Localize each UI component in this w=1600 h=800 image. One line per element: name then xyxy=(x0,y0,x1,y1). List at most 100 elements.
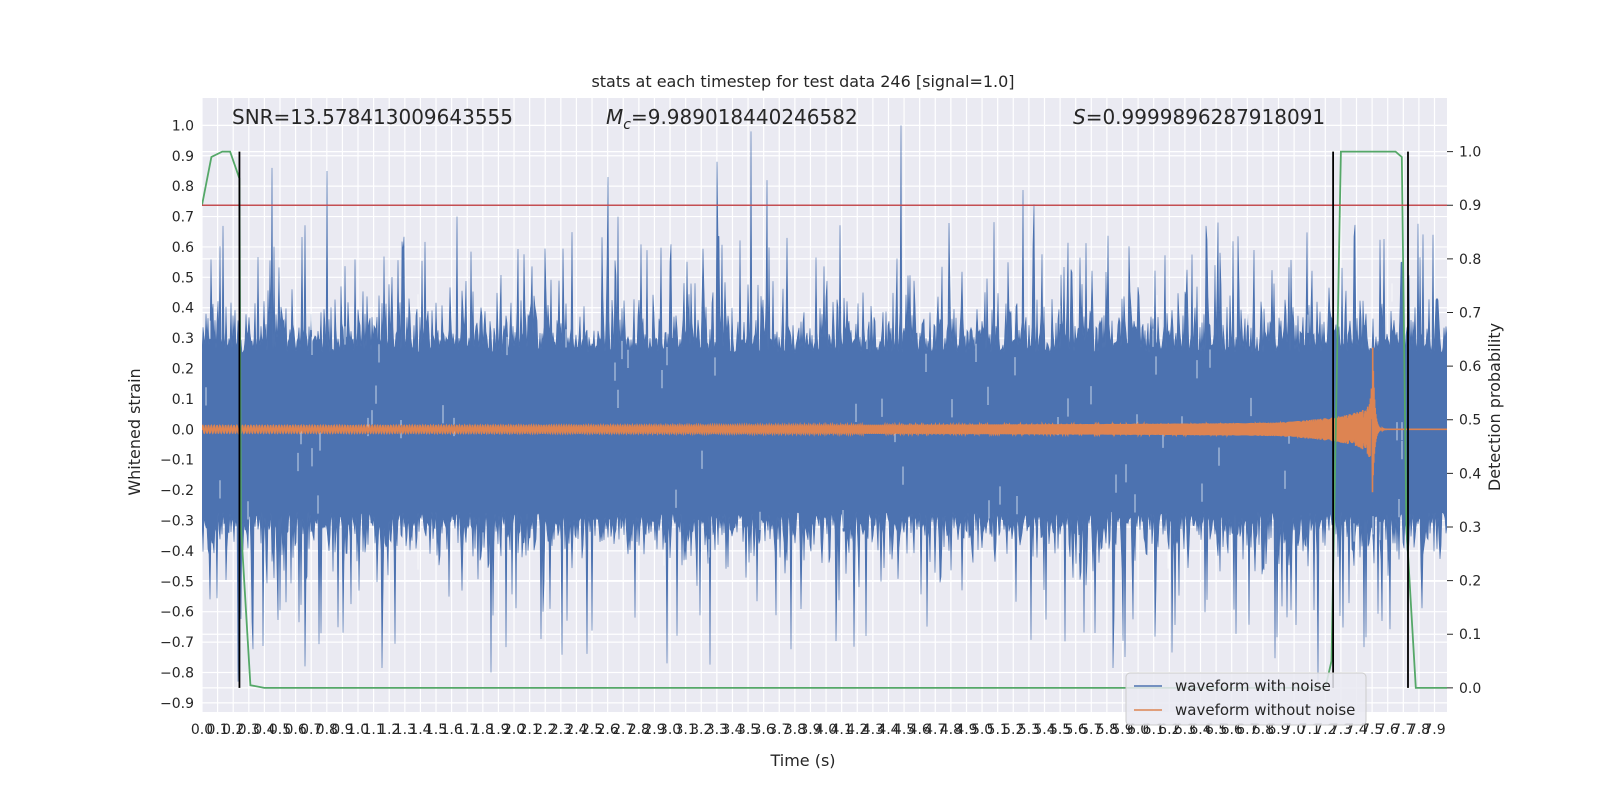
chirp-mass-symbol: M xyxy=(606,105,623,129)
x-tick-label: 0.6 xyxy=(284,722,306,738)
y-tick-label: 0.8 xyxy=(172,179,194,195)
x-tick-label: 2.7 xyxy=(612,722,634,738)
x-tick-label: 7.6 xyxy=(1377,722,1399,738)
x-tick-label: 2.0 xyxy=(503,722,525,738)
x-tick-label: 2.3 xyxy=(550,722,572,738)
x-tick-label: 1.9 xyxy=(487,722,509,738)
x-tick-label: 4.5 xyxy=(893,722,915,738)
y-tick-label: −0.9 xyxy=(160,696,194,712)
y-tick-label: 0.2 xyxy=(172,362,194,378)
y2-tick-label: 0.1 xyxy=(1459,627,1481,643)
x-tick-label: 5.1 xyxy=(987,722,1009,738)
x-tick-label: 4.4 xyxy=(877,722,899,738)
x-tick-label: 1.7 xyxy=(456,722,478,738)
x-tick-label: 7.7 xyxy=(1392,722,1414,738)
x-tick-label: 3.9 xyxy=(799,722,821,738)
chirp-mass-value: =9.989018440246582 xyxy=(631,105,858,129)
x-tick-label: 5.0 xyxy=(971,722,993,738)
x-tick-label: 4.6 xyxy=(909,722,931,738)
y-tick-label: 0.7 xyxy=(172,210,194,226)
x-tick-label: 2.1 xyxy=(518,722,540,738)
x-tick-label: 5.5 xyxy=(1049,722,1071,738)
y2-tick-label: 0.9 xyxy=(1459,198,1481,214)
x-tick-label: 2.9 xyxy=(643,722,665,738)
x-tick-label: 5.4 xyxy=(1033,722,1055,738)
y-tick-label: 0.1 xyxy=(172,392,194,408)
y2-tick-label: 0.5 xyxy=(1459,413,1481,429)
y-tick-label: 0.9 xyxy=(172,149,194,165)
legend: waveform with noise waveform without noi… xyxy=(1125,672,1367,726)
y-tick-label: −0.5 xyxy=(160,574,194,590)
x-tick-label: 6.0 xyxy=(1127,722,1149,738)
x-tick-label: 3.4 xyxy=(721,722,743,738)
x-tick-label: 6.2 xyxy=(1158,722,1180,738)
detection-statistic-annotation: S=0.9999896287918091 xyxy=(1073,105,1325,129)
y-tick-label: 0.5 xyxy=(172,270,194,286)
x-tick-label: 2.5 xyxy=(581,722,603,738)
x-tick-label: 0.2 xyxy=(222,722,244,738)
x-tick-label: 7.8 xyxy=(1408,722,1430,738)
right-axis-label: Detection probability xyxy=(1485,323,1504,491)
y-tick-label: −0.6 xyxy=(160,605,194,621)
x-tick-label: 6.5 xyxy=(1205,722,1227,738)
x-tick-label: 3.2 xyxy=(690,722,712,738)
x-tick-label: 4.2 xyxy=(846,722,868,738)
x-tick-label: 1.1 xyxy=(362,722,384,738)
x-tick-label: 7.9 xyxy=(1423,722,1445,738)
x-tick-label: 6.3 xyxy=(1174,722,1196,738)
x-tick-label: 1.8 xyxy=(472,722,494,738)
chirp-mass-subscript: c xyxy=(623,117,631,133)
x-tick-label: 7.1 xyxy=(1299,722,1321,738)
x-tick-label: 0.5 xyxy=(269,722,291,738)
y-tick-label: 0.4 xyxy=(172,301,194,317)
y2-tick-label: 0.2 xyxy=(1459,574,1481,590)
x-tick-label: 6.6 xyxy=(1221,722,1243,738)
y2-tick-label: 0.3 xyxy=(1459,520,1481,536)
x-tick-label: 3.8 xyxy=(784,722,806,738)
y-tick-label: −0.7 xyxy=(160,635,194,651)
series-waveform-without-noise xyxy=(202,347,1447,493)
x-tick-label: 3.7 xyxy=(768,722,790,738)
x-tick-label: 6.4 xyxy=(1189,722,1211,738)
x-tick-label: 4.0 xyxy=(815,722,837,738)
x-tick-label: 5.3 xyxy=(1018,722,1040,738)
right-axis-ticks: 1.0 0.9 0.8 0.7 0.6 0.5 0.4 0.3 0.2 0.1 0.0 xyxy=(1447,145,1481,697)
y-tick-label: −0.8 xyxy=(160,665,194,681)
x-tick-label: 2.6 xyxy=(597,722,619,738)
x-tick-label: 6.7 xyxy=(1236,722,1258,738)
y2-tick-label: 0.8 xyxy=(1459,252,1481,268)
x-tick-label: 0.1 xyxy=(206,722,228,738)
chirp-mass-annotation: Mc=9.989018440246582 xyxy=(606,105,858,133)
x-tick-label: 0.0 xyxy=(191,722,213,738)
detection-statistic-value: =0.9999896287918091 xyxy=(1086,105,1325,129)
x-tick-label: 7.0 xyxy=(1283,722,1305,738)
y-tick-label: −0.3 xyxy=(160,514,194,530)
x-tick-label: 0.7 xyxy=(300,722,322,738)
x-tick-label: 0.8 xyxy=(316,722,338,738)
x-tick-label: 1.0 xyxy=(347,722,369,738)
y-tick-label: 0.0 xyxy=(172,422,194,438)
y-tick-label: 0.6 xyxy=(172,240,194,256)
x-tick-label: 4.8 xyxy=(940,722,962,738)
x-axis-label: Time (s) xyxy=(769,751,835,770)
legend-box xyxy=(1125,672,1367,726)
x-tick-label: 4.3 xyxy=(862,722,884,738)
x-tick-label: 1.3 xyxy=(394,722,416,738)
y-tick-label: −0.1 xyxy=(160,453,194,469)
y2-tick-label: 0.0 xyxy=(1459,681,1481,697)
x-tick-label: 1.5 xyxy=(425,722,447,738)
chart-title: stats at each timestep for test data 246… xyxy=(591,72,1014,91)
x-tick-label: 1.4 xyxy=(409,722,431,738)
x-tick-label: 0.9 xyxy=(331,722,353,738)
x-tick-label: 5.2 xyxy=(1002,722,1024,738)
x-tick-label: 4.7 xyxy=(924,722,946,738)
x-tick-label: 0.4 xyxy=(253,722,275,738)
x-tick-label: 2.8 xyxy=(628,722,650,738)
snr-annotation: SNR=13.578413009643555 xyxy=(232,105,513,129)
x-tick-label: 7.5 xyxy=(1361,722,1383,738)
x-tick-label: 3.5 xyxy=(737,722,759,738)
y2-tick-label: 0.4 xyxy=(1459,466,1481,482)
x-tick-label: 5.6 xyxy=(1065,722,1087,738)
x-tick-label: 0.3 xyxy=(238,722,260,738)
